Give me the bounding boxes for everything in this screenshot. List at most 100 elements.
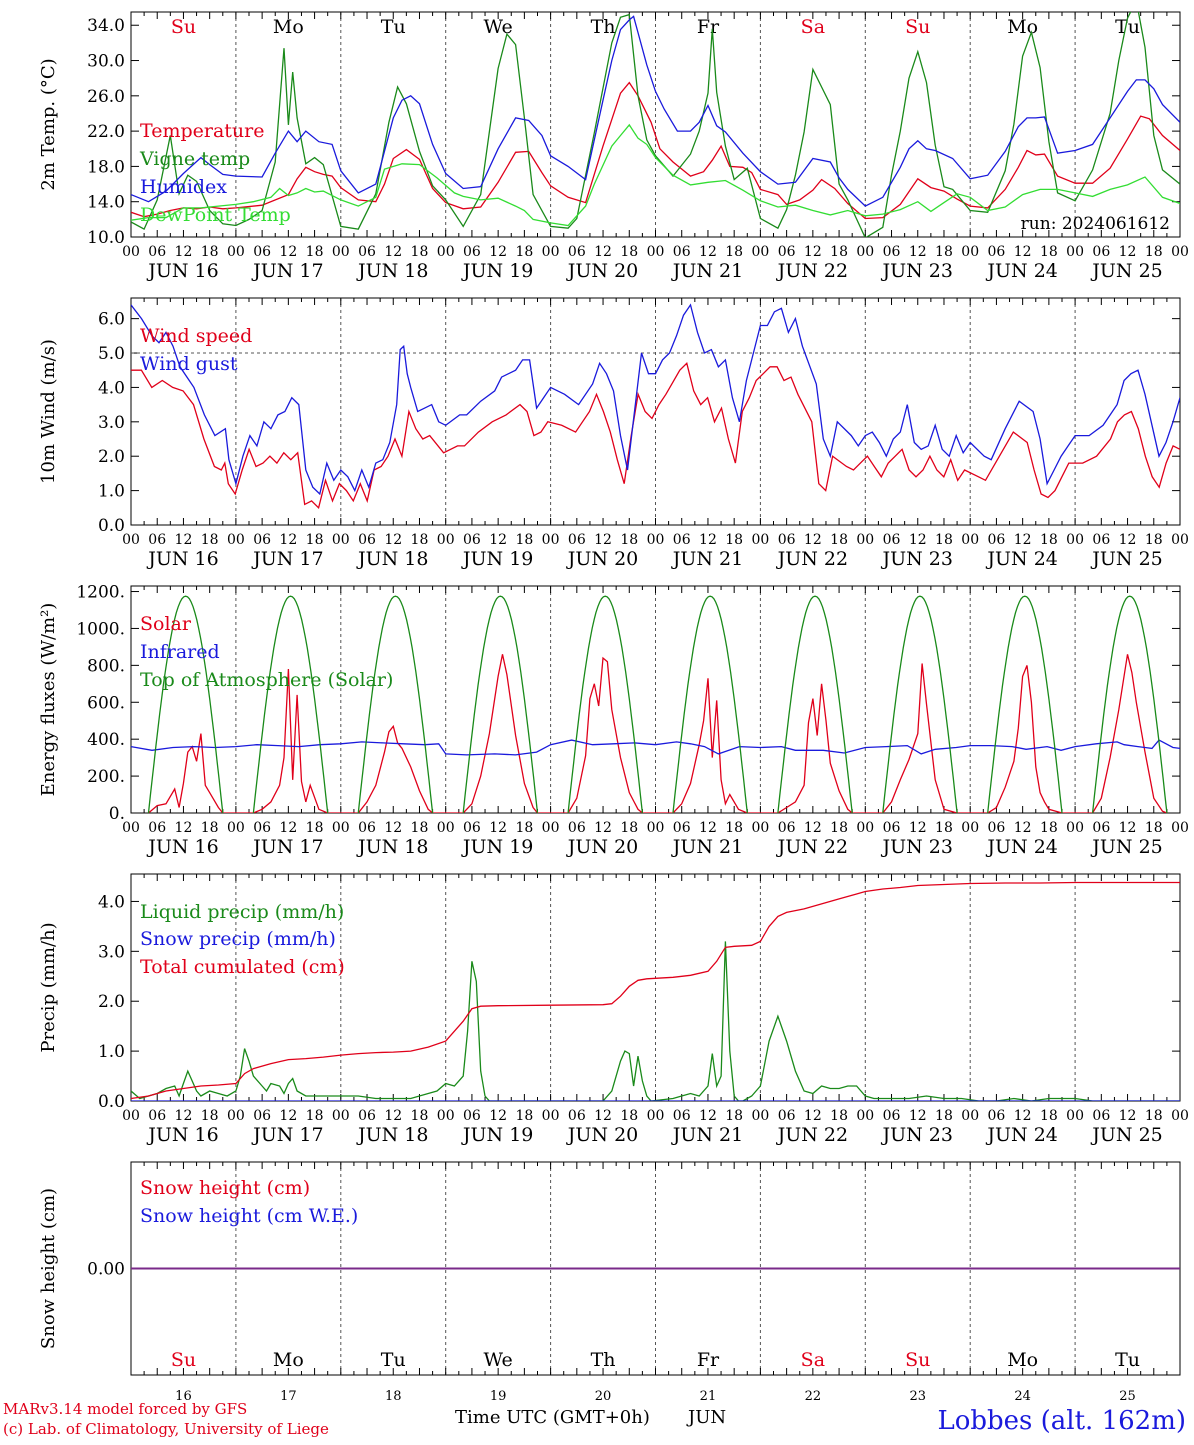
weekday-label: Su (905, 16, 930, 38)
hour-tick-label: 06 (778, 532, 796, 548)
hour-tick-label: 00 (961, 820, 979, 836)
hour-tick-label: 12 (699, 1108, 717, 1124)
legend-entry: Infrared (140, 641, 220, 663)
legend-entry: Snow height (cm W.E.) (140, 1205, 358, 1227)
hour-tick-label: 00 (647, 532, 665, 548)
hour-tick-label: 06 (253, 1108, 271, 1124)
hour-tick-label: 18 (620, 1108, 638, 1124)
date-label: JUN 16 (146, 548, 218, 570)
hour-tick-label: 12 (279, 532, 297, 548)
date-label: JUN 22 (776, 548, 848, 570)
legend-entry: DewPoint Temp (140, 204, 291, 226)
weekday-label: Mo (1007, 16, 1038, 38)
hour-tick-label: 18 (201, 244, 219, 260)
panel-2: 0.0 1.0 2.0 3.0 4.0 5.0 6.0 10m Wind (m/s) 00 06 1… (38, 297, 1189, 570)
hour-tick-label: 00 (751, 1108, 769, 1124)
weekday-label: Th (591, 1349, 616, 1371)
credit-line-2: (c) Lab. of Climatology, University of L… (3, 1420, 329, 1438)
hour-tick-label: 18 (306, 532, 324, 548)
hour-tick-label: 12 (909, 244, 927, 260)
series-line-top-of-atmosphere-solar (672, 595, 748, 814)
hour-tick-label: 18 (620, 532, 638, 548)
legend-entry: Wind gust (140, 353, 238, 375)
day-number-label: 21 (700, 1389, 717, 1404)
hour-tick-label: 00 (1171, 820, 1189, 836)
hour-tick-label: 18 (306, 1108, 324, 1124)
hour-tick-label: 12 (279, 820, 297, 836)
hour-tick-label: 00 (647, 244, 665, 260)
date-label: JUN 21 (671, 260, 743, 282)
day-number-label: 24 (1014, 1389, 1031, 1404)
hour-tick-label: 18 (411, 1108, 429, 1124)
date-label: JUN 16 (146, 260, 218, 282)
y-tick-label: 3.0 (98, 413, 125, 433)
hour-tick-label: 00 (437, 532, 455, 548)
hour-tick-label: 12 (489, 820, 507, 836)
series-line-top-of-atmosphere-solar (462, 595, 539, 814)
hour-tick-label: 12 (1014, 1108, 1032, 1124)
panel-5: 0.00 Snow height (cm) Snow height (cm) Snow… (38, 1161, 1181, 1376)
hour-tick-label: 18 (1145, 244, 1163, 260)
series-line-solar (148, 654, 1168, 813)
hour-tick-label: 18 (306, 244, 324, 260)
date-label: JUN 23 (881, 548, 953, 570)
date-label: JUN 21 (671, 1124, 743, 1146)
hour-tick-label: 00 (961, 532, 979, 548)
hour-tick-label: 06 (568, 244, 586, 260)
hour-tick-label: 06 (778, 820, 796, 836)
hour-tick-label: 00 (751, 532, 769, 548)
x-axis-title: Time UTC (GMT+0h) (455, 1407, 650, 1428)
y-tick-label: 14.0 (87, 193, 125, 213)
series-line-top-of-atmosphere-solar (567, 595, 644, 814)
day-number-label: 17 (280, 1389, 297, 1404)
date-label: JUN 23 (881, 1124, 953, 1146)
hour-tick-label: 12 (804, 1108, 822, 1124)
y-tick-label: 5.0 (98, 344, 125, 364)
legend-entry: Snow precip (mm/h) (140, 928, 336, 950)
date-label: JUN 20 (566, 260, 638, 282)
series-line-top-of-atmosphere-solar (252, 595, 329, 814)
hour-tick-label: 00 (437, 244, 455, 260)
hour-tick-label: 12 (804, 532, 822, 548)
hour-tick-label: 00 (1171, 244, 1189, 260)
hour-tick-label: 00 (1066, 532, 1084, 548)
series-line-vigne-temp (131, 12, 1180, 237)
hour-tick-label: 00 (122, 244, 140, 260)
date-label: JUN 25 (1090, 1124, 1162, 1146)
date-label: JUN 20 (566, 1124, 638, 1146)
hour-tick-label: 12 (909, 532, 927, 548)
y-tick-label: 400. (87, 730, 125, 750)
hour-tick-label: 06 (673, 244, 691, 260)
hour-tick-label: 00 (227, 1108, 245, 1124)
hour-tick-label: 06 (988, 532, 1006, 548)
date-label: JUN 18 (356, 1124, 428, 1146)
hour-tick-label: 18 (201, 1108, 219, 1124)
hour-tick-label: 06 (568, 820, 586, 836)
hour-tick-label: 06 (883, 820, 901, 836)
hour-tick-label: 12 (804, 820, 822, 836)
hour-tick-label: 18 (725, 1108, 743, 1124)
y-tick-label: 200. (87, 767, 125, 787)
day-number-label: 23 (909, 1389, 926, 1404)
hour-tick-label: 18 (1040, 1108, 1058, 1124)
weekday-label: Mo (273, 16, 304, 38)
y-tick-label: 2.0 (98, 447, 125, 467)
series-line-wind-speed (131, 362, 1180, 510)
date-label: JUN 17 (251, 548, 323, 570)
y-axis-label: 2m Temp. (°C) (38, 58, 59, 190)
hour-tick-label: 00 (332, 244, 350, 260)
hour-tick-label: 06 (148, 820, 166, 836)
hour-tick-label: 00 (437, 1108, 455, 1124)
hour-tick-label: 06 (358, 532, 376, 548)
weekday-label: Mo (273, 1349, 304, 1371)
hour-tick-label: 06 (1092, 820, 1110, 836)
hour-tick-label: 00 (1171, 1108, 1189, 1124)
date-label: JUN 24 (985, 548, 1057, 570)
day-number-label: 22 (805, 1389, 822, 1404)
hour-tick-label: 06 (463, 820, 481, 836)
hour-tick-label: 06 (673, 1108, 691, 1124)
hour-tick-label: 12 (384, 532, 402, 548)
y-tick-label: 4.0 (98, 892, 125, 912)
date-label: JUN 23 (881, 260, 953, 282)
date-label: JUN 22 (776, 260, 848, 282)
